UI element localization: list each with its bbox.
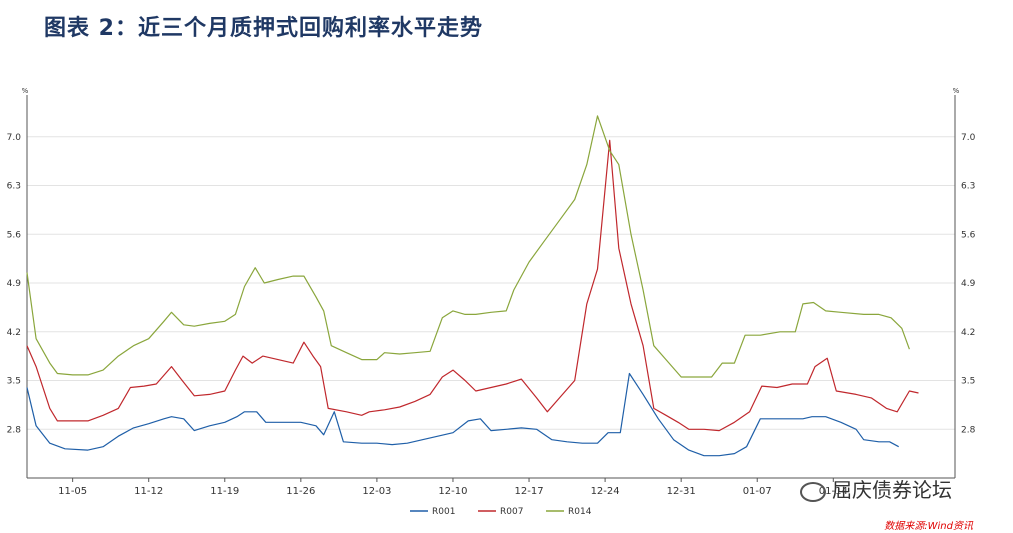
y-tick-right-4: 5.6 [961, 230, 976, 240]
y-unit-right: % [953, 87, 960, 95]
wechat-icon [800, 481, 826, 502]
y-tick-right-1: 3.5 [961, 377, 975, 387]
legend-label-r014: R014 [568, 507, 592, 517]
x-tick-5: 12-10 [438, 486, 467, 497]
source-note: 数据来源:Wind资讯 [884, 521, 973, 532]
series-line-r007 [26, 139, 919, 432]
y-tick-left-1: 3.5 [7, 377, 21, 387]
watermark: 屈庆债券论坛 [800, 474, 952, 503]
legend-label-r007: R007 [500, 507, 523, 517]
y-tick-right-2: 4.2 [961, 328, 975, 338]
y-tick-left-2: 4.2 [7, 328, 21, 338]
y-tick-right-0: 2.8 [961, 425, 976, 435]
x-tick-2: 11-19 [210, 486, 239, 497]
y-tick-left-5: 6.3 [7, 182, 21, 192]
y-tick-right-6: 7.0 [961, 133, 976, 143]
x-tick-0: 11-05 [58, 486, 87, 497]
y-tick-left-6: 7.0 [7, 133, 22, 143]
legend-label-r001: R001 [432, 507, 455, 517]
x-tick-3: 11-26 [286, 486, 315, 497]
series-line-r001 [26, 372, 899, 457]
x-tick-10: 01-14 [819, 486, 848, 497]
x-tick-7: 12-24 [591, 486, 620, 497]
series-line-r014 [26, 115, 910, 378]
y-tick-left-3: 4.9 [7, 279, 22, 289]
chart-title: 图表 2：近三个月质押式回购利率水平走势 [44, 16, 483, 41]
y-unit-left: % [22, 87, 29, 95]
y-tick-left-0: 2.8 [7, 425, 22, 435]
x-tick-8: 12-31 [667, 486, 696, 497]
x-tick-9: 01-07 [743, 486, 772, 497]
watermark-text: 屈庆债券论坛 [832, 478, 952, 502]
x-tick-4: 12-03 [362, 486, 391, 497]
y-tick-right-3: 4.9 [961, 279, 976, 289]
y-tick-left-4: 5.6 [7, 230, 22, 240]
x-tick-6: 12-17 [515, 486, 544, 497]
x-tick-1: 11-12 [134, 486, 163, 497]
y-tick-right-5: 6.3 [961, 182, 975, 192]
